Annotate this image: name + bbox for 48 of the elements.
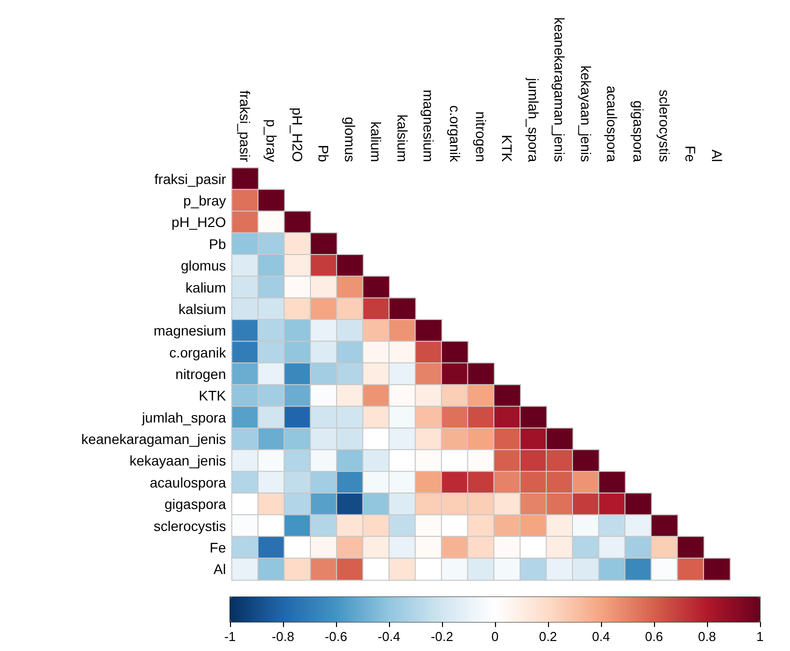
color-bar-label: 0.2 [538, 629, 558, 644]
y-tick-label: Pb [208, 236, 226, 252]
y-tick-label: Fe [210, 539, 226, 556]
x-tick-label: nitrogen [473, 111, 489, 162]
x-tick-label: Pb [316, 144, 332, 162]
x-tick-label: kalsium [394, 114, 410, 162]
y-tick-label: KTK [198, 388, 227, 404]
color-bar-label: -0.4 [378, 629, 400, 644]
y-tick-label: jumlah_spora [140, 409, 226, 426]
y-tick-label: keanekaragaman_jenis [81, 431, 226, 448]
y-tick-label: gigaspora [164, 496, 226, 512]
x-tick-label: gigaspora [630, 100, 646, 162]
x-tick-label: pH_H2O [290, 108, 306, 162]
y-tick-label: fraksi_pasir [154, 170, 226, 187]
y-tick-label: c.organik [169, 344, 227, 360]
x-tick-label: kekayaan_jenis [578, 65, 594, 162]
color-bar-label: -0.8 [272, 629, 294, 644]
x-tick-label: jumlah_spora [525, 76, 542, 162]
x-tick-label: Al [708, 150, 725, 162]
color-bar-label: -0.2 [430, 629, 454, 644]
y-tick-label: acaulospora [150, 474, 226, 490]
color-bar-label: 0.4 [592, 629, 610, 644]
x-tick-label: c.organik [446, 105, 463, 163]
color-bar-label: 0 [491, 629, 499, 644]
x-tick-label: acaulospora [604, 86, 620, 162]
color-bar-label: -1 [224, 629, 236, 644]
y-tick-label: magnesium [154, 322, 226, 339]
color-bar-label: 1 [756, 629, 764, 644]
y-tick-label: pH_H2O [172, 214, 226, 230]
y-tick-label: glomus [180, 258, 226, 274]
x-tick-label: glomus [342, 116, 358, 162]
y-tick-label: kalsium [178, 300, 226, 317]
x-tick-label: Fe [682, 146, 699, 162]
y-tick-label: p_bray [183, 192, 226, 209]
y-tick-label: Al [214, 561, 226, 578]
x-tick-label: KTK [499, 134, 516, 163]
x-tick-label: keanekaragaman_jenis [552, 17, 568, 162]
y-tick-label: kekayaan_jenis [129, 452, 226, 469]
color-bar-label: -0.6 [324, 629, 348, 644]
y-tick-label: kalium [186, 279, 226, 296]
color-bar-label: 0.6 [644, 629, 664, 644]
color-bar-label: 0.8 [698, 629, 716, 644]
x-tick-label: magnesium [420, 90, 437, 162]
y-tick-label: nitrogen [175, 366, 226, 382]
x-tick-label: p_bray [263, 119, 280, 162]
x-tick-label: sclerocystis [656, 90, 672, 162]
x-tick-label: kalium [368, 122, 384, 162]
y-tick-label: sclerocystis [154, 518, 226, 534]
